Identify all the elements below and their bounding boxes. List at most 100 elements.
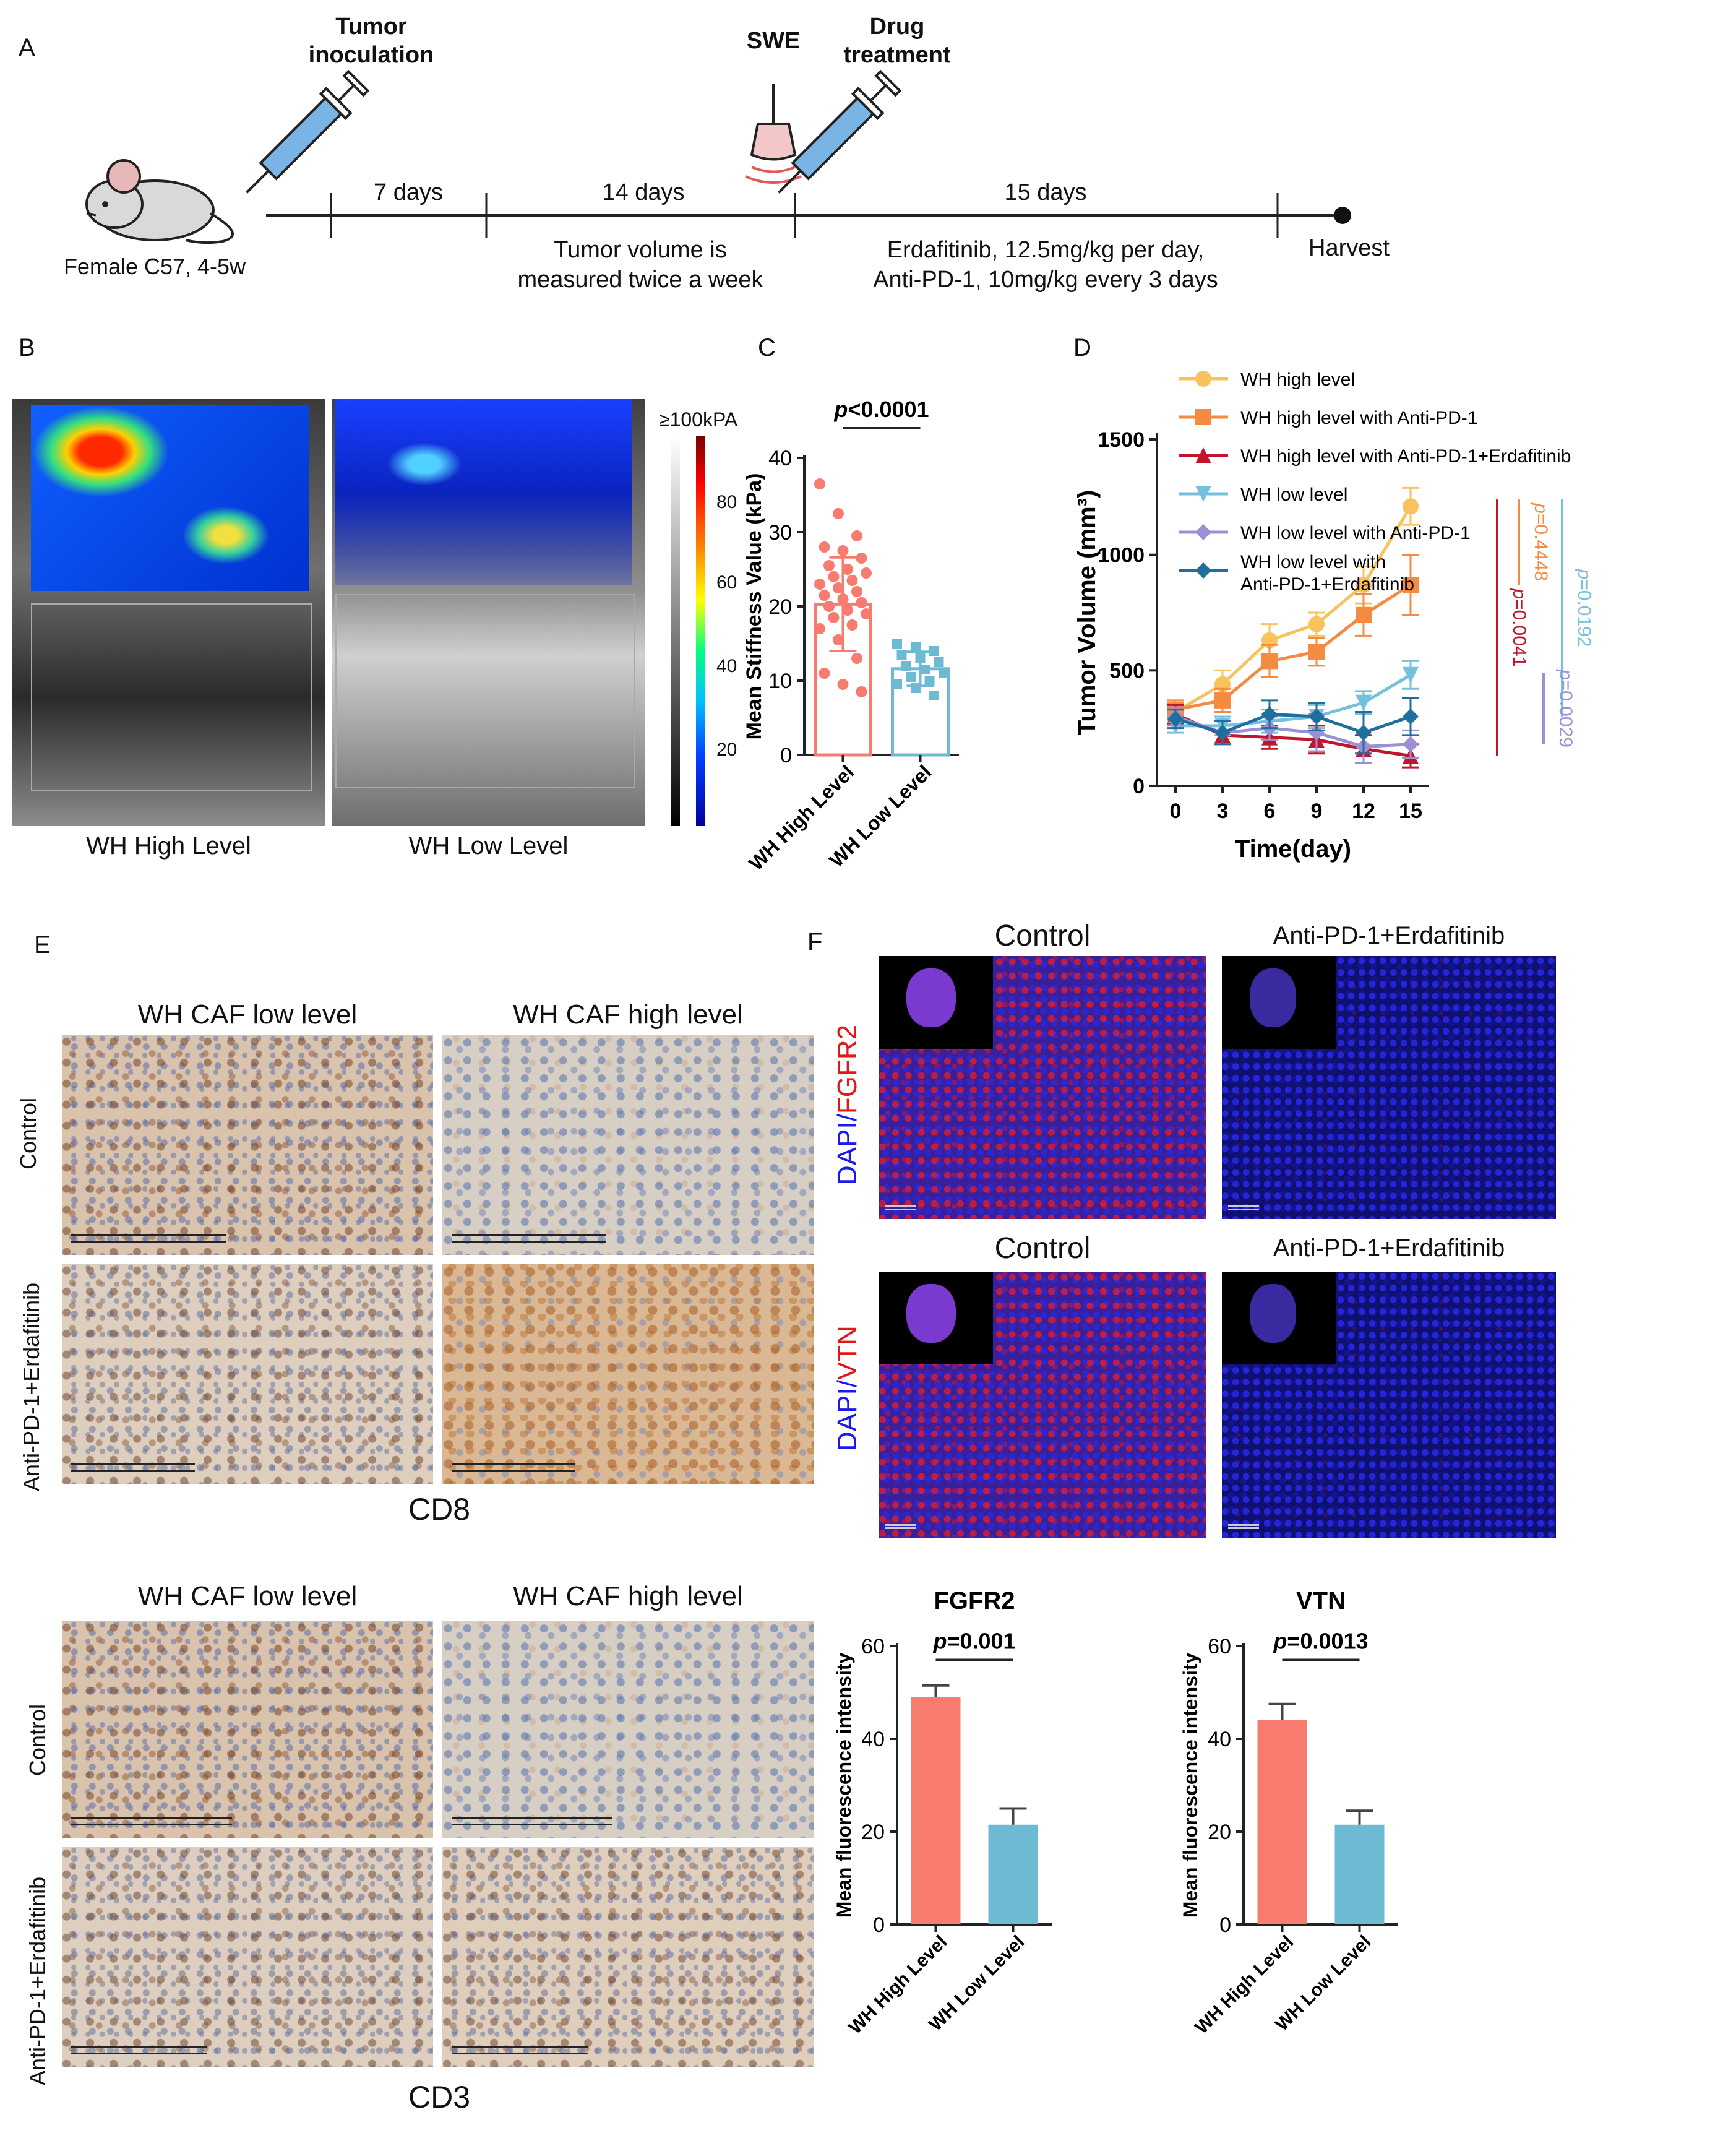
scale-bar — [71, 1463, 195, 1472]
colorbar-tick: 60 — [716, 572, 737, 593]
data-point — [842, 605, 853, 616]
swe-elastography-overlay — [31, 405, 309, 591]
y-tick-label: 1500 — [1098, 428, 1145, 452]
y-tick-label: 500 — [1109, 659, 1145, 683]
cd3-label: CD3 — [408, 2080, 471, 2114]
dosing-note-line2: Anti-PD-1, 10mg/kg every 3 days — [873, 267, 1218, 293]
data-point — [892, 679, 902, 689]
if-vtn-treated — [1222, 1272, 1556, 1538]
panel-letter-b: B — [19, 334, 35, 361]
panel-letter-e: E — [34, 931, 51, 959]
x-tick-label: 9 — [1311, 799, 1323, 823]
scale-bar — [1228, 1524, 1259, 1529]
panel-letter-f: F — [807, 928, 823, 955]
swe-label-low: WH Low Level — [408, 832, 569, 860]
cd8-col-label-low: WH CAF low level — [137, 999, 358, 1030]
bar — [1334, 1824, 1385, 1924]
swe-roi-box — [335, 594, 635, 788]
data-point — [814, 623, 825, 634]
y-tick-label: 40 — [861, 1728, 885, 1751]
legend-label: WH high level — [1240, 369, 1355, 390]
data-point — [1403, 577, 1419, 593]
cd3-col-label-high: WH CAF high level — [513, 1581, 743, 1611]
p-value: p=0.001 — [932, 1629, 1015, 1654]
colorbar-tick: 20 — [716, 739, 737, 760]
swe-label-high: WH High Level — [86, 832, 251, 860]
y-tick-label: 20 — [768, 595, 792, 619]
data-point — [1167, 710, 1184, 727]
legend-label: WH high level with Anti-PD-1 — [1240, 408, 1477, 428]
chart-tumor-volume: 0 500 1000 1500 0 3 6 9 12 15 Time(day) Tumor Volum… — [1073, 369, 1594, 863]
series-line — [1175, 673, 1412, 728]
swe-image-low — [332, 399, 645, 826]
colorbar-color — [696, 436, 705, 826]
data-point — [851, 530, 862, 541]
interval-2: 14 days — [602, 179, 685, 205]
y-tick-label: 20 — [1208, 1821, 1231, 1844]
data-point — [906, 672, 916, 682]
x-tick-label: 12 — [1352, 799, 1375, 823]
data-point — [823, 560, 835, 571]
panel-letter-c: C — [758, 334, 776, 361]
legend-label: WH low level with Anti-PD-1 — [1240, 523, 1471, 543]
data-point — [861, 608, 872, 619]
mouse-icon — [85, 159, 234, 244]
if-fgfr2-treated — [1222, 956, 1556, 1219]
data-point — [911, 642, 921, 652]
scale-bar — [452, 1463, 575, 1472]
y-tick-label: 30 — [768, 521, 792, 545]
interval-1: 7 days — [374, 179, 443, 205]
data-point — [896, 650, 907, 660]
colorbar-title: ≥100kPA — [659, 408, 738, 431]
y-tick-label: 0 — [873, 1913, 885, 1937]
data-point — [920, 665, 930, 674]
harvest-label: Harvest — [1308, 235, 1390, 261]
dosing-note: Erdafitinib, 12.5mg/kg per day, Anti-PD-… — [823, 235, 1268, 295]
x-tick-label: 0 — [1170, 799, 1182, 823]
data-point — [1403, 666, 1419, 683]
if-inset — [879, 956, 993, 1049]
legend-label: WH low level — [1240, 485, 1347, 505]
scale-bar — [452, 2046, 588, 2054]
data-point — [1308, 616, 1325, 632]
p-value: p<0.0001 — [833, 397, 929, 422]
ihc-cd3-treated-high — [442, 1847, 814, 2067]
y-tick-label: 0 — [1219, 1913, 1231, 1937]
tissue-thumbnail — [1250, 968, 1296, 1027]
bar — [1257, 1720, 1307, 1924]
if-col-label-control-bottom: Control — [994, 1232, 1091, 1265]
cd8-row-label-treated: Anti-PD-1+Erdafitinib — [19, 1282, 44, 1491]
ihc-cd3-treated-low — [62, 1847, 433, 2067]
legend-label: WH high level with Anti-PD-1+Erdafitinib — [1240, 446, 1571, 467]
data-point — [915, 653, 926, 663]
data-point — [1356, 725, 1372, 741]
swe-label: SWE — [746, 28, 801, 54]
colorbar-tick: 80 — [716, 492, 737, 512]
if-col-label-treated-top: Anti-PD-1+Erdafitinib — [1273, 922, 1505, 949]
if-col-label-control-top: Control — [994, 920, 1091, 952]
ihc-cd8-treated-low — [62, 1264, 433, 1484]
legend-marker — [1195, 409, 1211, 425]
data-point — [1261, 653, 1278, 670]
scale-bar — [452, 1234, 606, 1243]
data-point — [828, 612, 840, 623]
cd8-label: CD8 — [408, 1492, 471, 1527]
cd8-row-label-control: Control — [15, 1097, 41, 1170]
scale-bar — [885, 1524, 916, 1529]
y-tick-label: 10 — [768, 670, 792, 693]
data-point — [856, 553, 867, 564]
cd3-row-label-control: Control — [25, 1704, 50, 1776]
data-point — [1214, 725, 1231, 741]
ihc-cd3-control-low — [62, 1621, 433, 1838]
scale-bar — [885, 1205, 916, 1210]
legend-label: WH low level with — [1240, 552, 1386, 572]
panel-letter-a: A — [19, 34, 35, 61]
tissue-thumbnail — [1250, 1284, 1296, 1343]
if-fgfr2-control — [879, 956, 1206, 1219]
legend-marker — [1195, 562, 1211, 579]
data-point — [892, 639, 902, 649]
timeline-graphic — [85, 69, 1351, 244]
data-point — [851, 653, 862, 664]
